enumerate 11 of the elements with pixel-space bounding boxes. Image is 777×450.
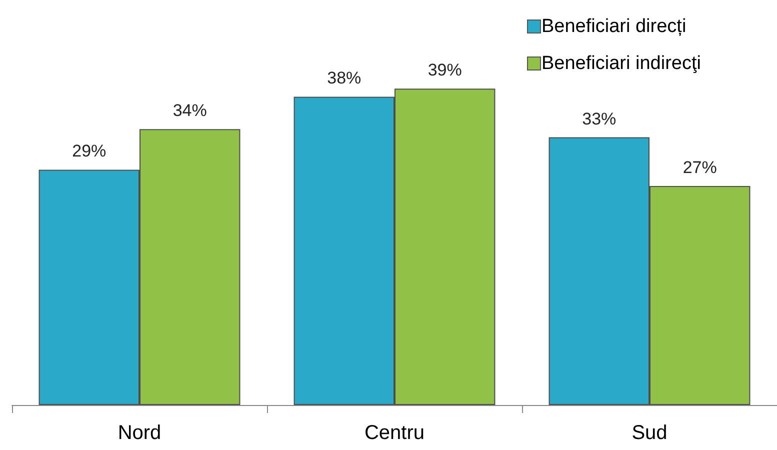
data-label: 38% — [327, 68, 362, 88]
data-label: 33% — [582, 109, 616, 128]
data-label: 39% — [428, 60, 462, 80]
x-tick-label: Sud — [632, 422, 668, 444]
x-tick-label: Centru — [364, 422, 425, 444]
legend-label: Beneficiari indirecţi — [542, 53, 701, 74]
x-tick-label: Nord — [118, 422, 162, 444]
data-label: 34% — [172, 101, 207, 120]
legend-label: Beneficiari direcți — [542, 16, 686, 37]
data-label: 27% — [682, 158, 717, 177]
data-label: 29% — [72, 142, 106, 161]
